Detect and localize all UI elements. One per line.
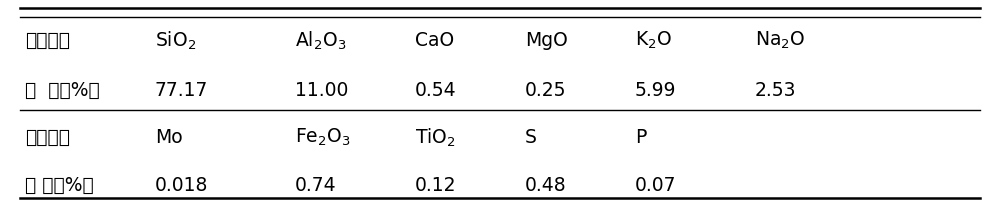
Text: P: P xyxy=(635,128,646,147)
Text: SiO$_2$: SiO$_2$ xyxy=(155,29,196,52)
Text: 5.99: 5.99 xyxy=(635,81,676,100)
Text: 0.54: 0.54 xyxy=(415,81,457,100)
Text: Fe$_2$O$_3$: Fe$_2$O$_3$ xyxy=(295,127,351,148)
Text: Al$_2$O$_3$: Al$_2$O$_3$ xyxy=(295,29,346,52)
Text: 2.53: 2.53 xyxy=(755,81,796,100)
Text: TiO$_2$: TiO$_2$ xyxy=(415,126,456,148)
Text: S: S xyxy=(525,128,537,147)
Text: 0.07: 0.07 xyxy=(635,176,676,195)
Text: 含 量（%）: 含 量（%） xyxy=(25,176,94,195)
Text: 化学成分: 化学成分 xyxy=(25,128,70,147)
Text: Na$_2$O: Na$_2$O xyxy=(755,30,805,51)
Text: 含  量（%）: 含 量（%） xyxy=(25,81,100,100)
Text: CaO: CaO xyxy=(415,31,454,50)
Text: 0.12: 0.12 xyxy=(415,176,456,195)
Text: 0.74: 0.74 xyxy=(295,176,337,195)
Text: K$_2$O: K$_2$O xyxy=(635,30,672,51)
Text: 化学成分: 化学成分 xyxy=(25,31,70,50)
Text: 0.25: 0.25 xyxy=(525,81,566,100)
Text: MgO: MgO xyxy=(525,31,568,50)
Text: 0.018: 0.018 xyxy=(155,176,208,195)
Text: 11.00: 11.00 xyxy=(295,81,348,100)
Text: 77.17: 77.17 xyxy=(155,81,208,100)
Text: 0.48: 0.48 xyxy=(525,176,567,195)
Text: Mo: Mo xyxy=(155,128,183,147)
